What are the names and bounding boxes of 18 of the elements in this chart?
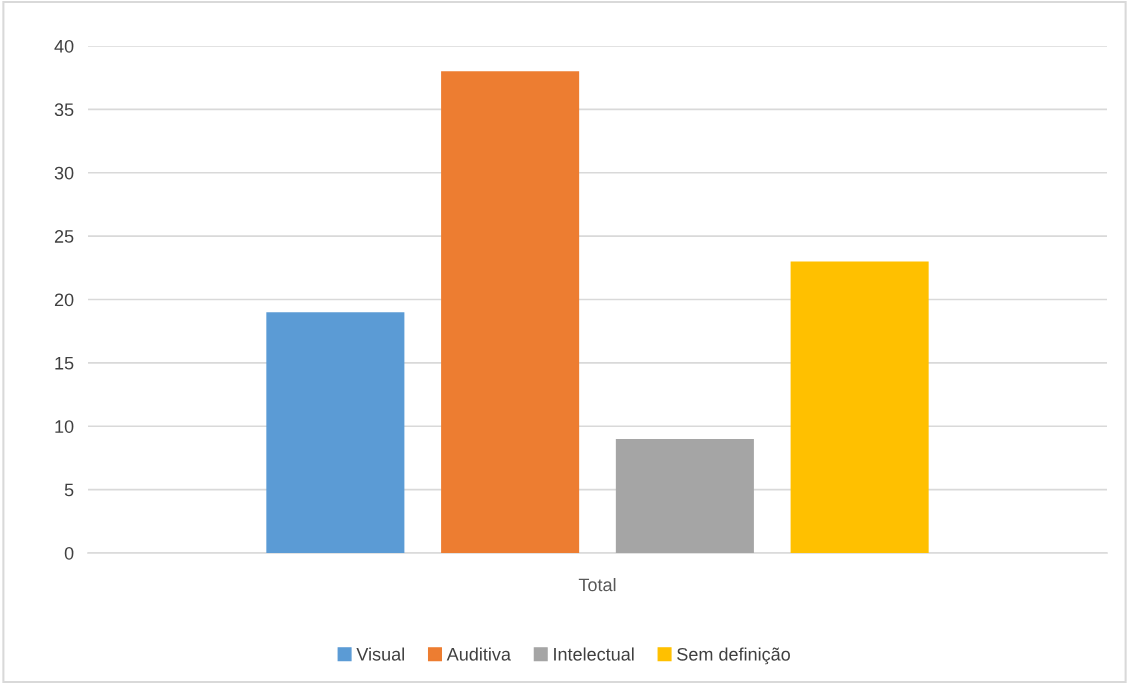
y-tick-label: 15 <box>55 357 74 370</box>
x-tick-label: Total <box>578 578 616 592</box>
bar <box>790 261 929 553</box>
legend-label: Auditiva <box>446 647 511 661</box>
y-tick-label: 5 <box>64 483 74 497</box>
bar <box>615 438 754 553</box>
y-tick-label: 0 <box>64 546 74 560</box>
bar <box>441 71 580 553</box>
y-tick-label: 35 <box>54 103 74 117</box>
bar <box>266 312 405 553</box>
legend-label: Intelectual <box>554 647 634 661</box>
y-tick-label: 20 <box>54 293 74 307</box>
y-tick-label: 30 <box>54 166 74 180</box>
legend-label: Sem definição <box>677 647 790 665</box>
y-tick-label: 25 <box>54 230 74 243</box>
y-tick-label: 40 <box>54 39 74 53</box>
y-tick-label: 10 <box>55 420 74 433</box>
legend-label: Visual <box>356 647 404 661</box>
